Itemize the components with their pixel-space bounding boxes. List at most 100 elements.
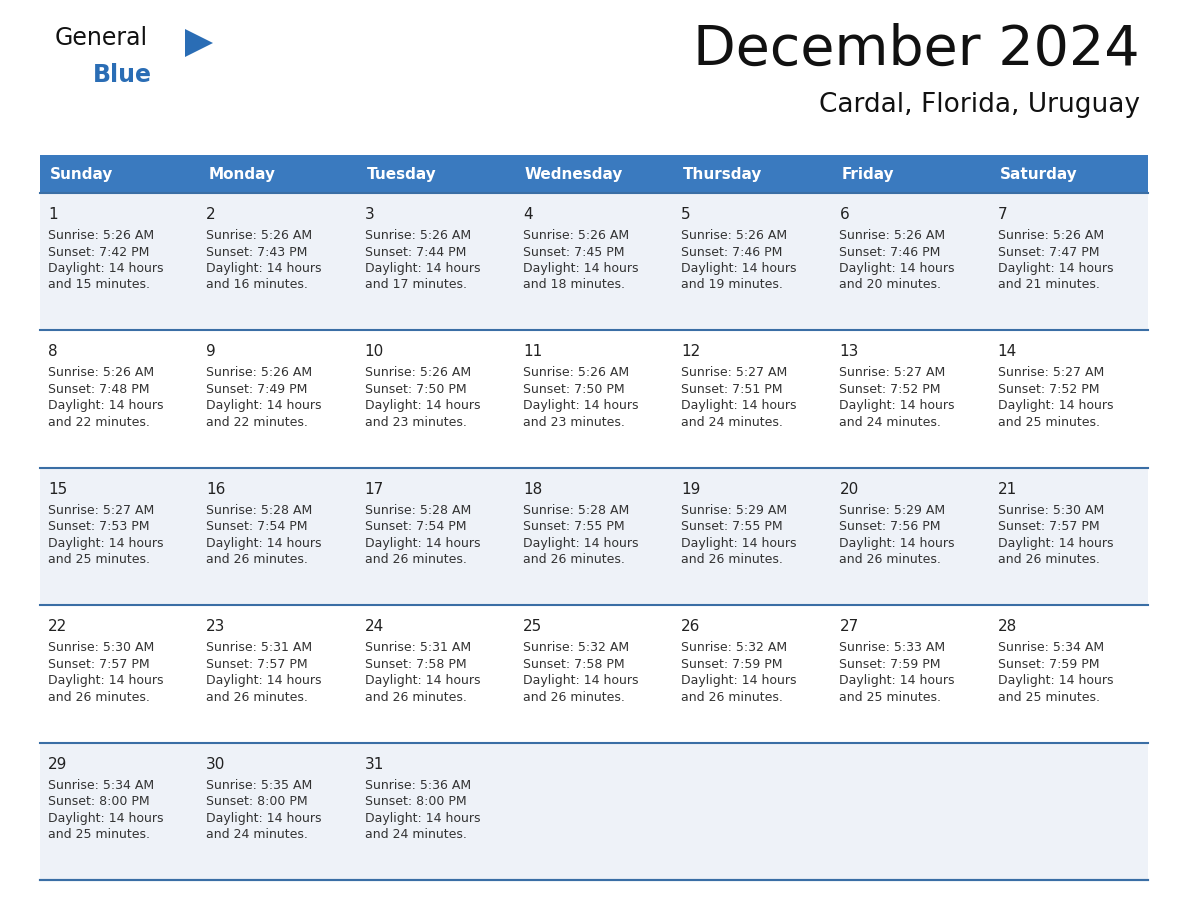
Text: Sunset: 7:49 PM: Sunset: 7:49 PM <box>207 383 308 396</box>
Text: Daylight: 14 hours: Daylight: 14 hours <box>681 537 797 550</box>
Text: Sunset: 7:43 PM: Sunset: 7:43 PM <box>207 245 308 259</box>
Text: 2: 2 <box>207 207 216 222</box>
Text: Daylight: 14 hours: Daylight: 14 hours <box>998 674 1113 688</box>
Text: December 2024: December 2024 <box>694 23 1140 77</box>
Text: Sunrise: 5:30 AM: Sunrise: 5:30 AM <box>48 641 154 655</box>
Text: and 21 minutes.: and 21 minutes. <box>998 278 1100 292</box>
Text: Sunrise: 5:27 AM: Sunrise: 5:27 AM <box>840 366 946 379</box>
Text: Daylight: 14 hours: Daylight: 14 hours <box>998 399 1113 412</box>
Text: 15: 15 <box>48 482 68 497</box>
Text: Daylight: 14 hours: Daylight: 14 hours <box>523 262 638 275</box>
Bar <box>40 743 1148 880</box>
Text: 26: 26 <box>681 620 701 634</box>
Text: Sunrise: 5:26 AM: Sunrise: 5:26 AM <box>681 229 788 242</box>
Bar <box>514 155 674 193</box>
Text: Wednesday: Wednesday <box>525 166 624 182</box>
Text: 7: 7 <box>998 207 1007 222</box>
Text: Daylight: 14 hours: Daylight: 14 hours <box>681 674 797 688</box>
Text: and 22 minutes.: and 22 minutes. <box>207 416 308 429</box>
Text: and 23 minutes.: and 23 minutes. <box>523 416 625 429</box>
Text: and 24 minutes.: and 24 minutes. <box>365 828 467 841</box>
Text: Daylight: 14 hours: Daylight: 14 hours <box>840 674 955 688</box>
Text: and 25 minutes.: and 25 minutes. <box>48 554 150 566</box>
Text: Daylight: 14 hours: Daylight: 14 hours <box>365 399 480 412</box>
Text: Sunrise: 5:27 AM: Sunrise: 5:27 AM <box>998 366 1104 379</box>
Text: Sunrise: 5:34 AM: Sunrise: 5:34 AM <box>998 641 1104 655</box>
Text: 18: 18 <box>523 482 542 497</box>
Text: Sunset: 7:54 PM: Sunset: 7:54 PM <box>207 521 308 533</box>
Text: 24: 24 <box>365 620 384 634</box>
Text: and 18 minutes.: and 18 minutes. <box>523 278 625 292</box>
Bar <box>40 605 1148 743</box>
Text: 28: 28 <box>998 620 1017 634</box>
Text: 14: 14 <box>998 344 1017 360</box>
Text: Sunset: 7:59 PM: Sunset: 7:59 PM <box>840 657 941 671</box>
Text: 13: 13 <box>840 344 859 360</box>
Bar <box>832 155 990 193</box>
Bar <box>40 193 1148 330</box>
Text: and 26 minutes.: and 26 minutes. <box>998 554 1100 566</box>
Text: Daylight: 14 hours: Daylight: 14 hours <box>681 262 797 275</box>
Text: Sunrise: 5:26 AM: Sunrise: 5:26 AM <box>998 229 1104 242</box>
Text: Daylight: 14 hours: Daylight: 14 hours <box>48 537 164 550</box>
Text: 20: 20 <box>840 482 859 497</box>
Bar <box>40 155 198 193</box>
Text: and 16 minutes.: and 16 minutes. <box>207 278 308 292</box>
Text: Daylight: 14 hours: Daylight: 14 hours <box>365 537 480 550</box>
Text: Sunset: 7:50 PM: Sunset: 7:50 PM <box>365 383 466 396</box>
Text: Daylight: 14 hours: Daylight: 14 hours <box>998 262 1113 275</box>
Text: Sunset: 7:54 PM: Sunset: 7:54 PM <box>365 521 466 533</box>
Text: Sunset: 7:59 PM: Sunset: 7:59 PM <box>998 657 1099 671</box>
Text: Sunset: 7:57 PM: Sunset: 7:57 PM <box>998 521 1099 533</box>
Text: Tuesday: Tuesday <box>367 166 436 182</box>
Bar <box>40 330 1148 468</box>
Text: 21: 21 <box>998 482 1017 497</box>
Text: Daylight: 14 hours: Daylight: 14 hours <box>840 537 955 550</box>
Text: Friday: Friday <box>841 166 895 182</box>
Text: Sunday: Sunday <box>50 166 113 182</box>
Bar <box>674 155 832 193</box>
Text: 10: 10 <box>365 344 384 360</box>
Text: 4: 4 <box>523 207 532 222</box>
Text: and 24 minutes.: and 24 minutes. <box>207 828 308 841</box>
Bar <box>990 155 1148 193</box>
Text: Sunrise: 5:29 AM: Sunrise: 5:29 AM <box>840 504 946 517</box>
Text: Sunrise: 5:26 AM: Sunrise: 5:26 AM <box>48 229 154 242</box>
Text: 9: 9 <box>207 344 216 360</box>
Text: Sunrise: 5:30 AM: Sunrise: 5:30 AM <box>998 504 1104 517</box>
Text: Sunset: 8:00 PM: Sunset: 8:00 PM <box>365 795 466 808</box>
Text: Daylight: 14 hours: Daylight: 14 hours <box>523 399 638 412</box>
Text: 22: 22 <box>48 620 68 634</box>
Text: and 26 minutes.: and 26 minutes. <box>365 554 467 566</box>
Text: General: General <box>55 26 148 50</box>
Bar <box>198 155 356 193</box>
Text: Sunrise: 5:26 AM: Sunrise: 5:26 AM <box>365 229 470 242</box>
Bar <box>40 468 1148 605</box>
Text: Sunrise: 5:27 AM: Sunrise: 5:27 AM <box>681 366 788 379</box>
Text: Sunrise: 5:29 AM: Sunrise: 5:29 AM <box>681 504 788 517</box>
Text: Sunset: 7:58 PM: Sunset: 7:58 PM <box>523 657 625 671</box>
Text: and 25 minutes.: and 25 minutes. <box>840 690 941 704</box>
Text: 30: 30 <box>207 756 226 772</box>
Text: Sunset: 7:55 PM: Sunset: 7:55 PM <box>681 521 783 533</box>
Text: 5: 5 <box>681 207 690 222</box>
Text: Daylight: 14 hours: Daylight: 14 hours <box>365 262 480 275</box>
Text: Sunrise: 5:27 AM: Sunrise: 5:27 AM <box>48 504 154 517</box>
Text: Sunset: 7:50 PM: Sunset: 7:50 PM <box>523 383 625 396</box>
Text: and 26 minutes.: and 26 minutes. <box>840 554 941 566</box>
Text: Monday: Monday <box>208 166 276 182</box>
Text: and 26 minutes.: and 26 minutes. <box>523 690 625 704</box>
Text: 1: 1 <box>48 207 58 222</box>
Polygon shape <box>185 29 213 57</box>
Text: and 25 minutes.: and 25 minutes. <box>998 690 1100 704</box>
Text: Sunset: 7:58 PM: Sunset: 7:58 PM <box>365 657 466 671</box>
Text: Sunrise: 5:36 AM: Sunrise: 5:36 AM <box>365 778 470 791</box>
Text: Sunrise: 5:32 AM: Sunrise: 5:32 AM <box>681 641 788 655</box>
Text: and 22 minutes.: and 22 minutes. <box>48 416 150 429</box>
Text: Daylight: 14 hours: Daylight: 14 hours <box>523 674 638 688</box>
Text: Sunrise: 5:26 AM: Sunrise: 5:26 AM <box>840 229 946 242</box>
Text: Blue: Blue <box>93 63 152 87</box>
Text: and 15 minutes.: and 15 minutes. <box>48 278 150 292</box>
Text: Daylight: 14 hours: Daylight: 14 hours <box>48 262 164 275</box>
Text: Sunset: 7:48 PM: Sunset: 7:48 PM <box>48 383 150 396</box>
